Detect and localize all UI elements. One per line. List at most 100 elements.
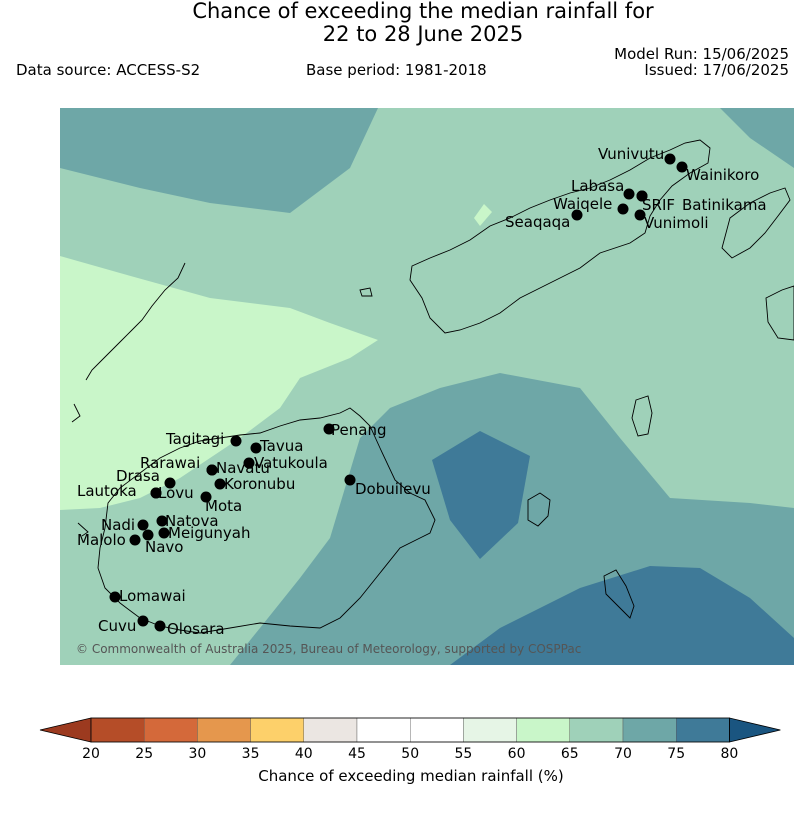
ovalau-coast	[527, 492, 551, 527]
colorbar-cell-7	[410, 717, 464, 743]
colorbar-tick-label: 55	[454, 746, 472, 762]
chart-title: Chance of exceeding the median rainfall …	[0, 0, 804, 46]
station-marker-tavua	[250, 442, 262, 454]
colorbar-tick-label: 20	[82, 746, 100, 762]
station-marker-meigunyah	[158, 527, 170, 539]
station-marker-navatu	[206, 464, 218, 476]
moala-coast	[765, 285, 794, 341]
station-label-seaqaqa: Seaqaqa	[505, 213, 570, 231]
station-marker-batinikama	[636, 190, 648, 202]
colorbar-tick-label: 40	[295, 746, 313, 762]
station-marker-navo	[142, 529, 154, 541]
station-marker-tagitagi	[230, 435, 242, 447]
station-label-vatukoula: Vatukoula	[254, 454, 328, 472]
colorbar-tick-label: 75	[667, 746, 685, 762]
issued-date: Issued: 17/06/2025	[644, 61, 789, 79]
colorbar-cell-10	[569, 717, 624, 743]
station-label-navo: Navo	[145, 538, 183, 556]
station-label-olosara: Olosara	[167, 620, 225, 638]
station-marker-lomawai	[109, 591, 121, 603]
station-label-cuvu: Cuvu	[98, 617, 136, 635]
colorbar-extend-high	[729, 717, 781, 743]
station-label-malolo: Malolo	[77, 531, 126, 549]
zone-75-80-south	[450, 566, 794, 665]
colorbar-tick-label: 45	[348, 746, 366, 762]
station-marker-lovu	[150, 487, 162, 499]
station-marker-vunivutu	[664, 153, 676, 165]
data-source: Data source: ACCESS-S2	[16, 61, 201, 79]
station-marker-penang	[323, 423, 335, 435]
station-label-labasa: Labasa	[571, 177, 624, 195]
viti-levu-coast	[97, 407, 436, 634]
station-label-lovu: Lovu	[158, 484, 194, 502]
colorbar: 20 25 30 35 40 45 50 55 60 65 70 75 80 Chance of exc…	[39, 717, 781, 785]
colorbar-cell-4	[250, 717, 305, 743]
colorbar-cell-2	[143, 717, 198, 743]
station-marker-malolo	[129, 534, 141, 546]
colorbar-cell-1	[90, 717, 145, 743]
taveuni-coast	[721, 187, 791, 259]
station-label-meigunyah: Meigunyah	[168, 524, 250, 542]
base-period: Base period: 1981-2018	[306, 61, 487, 79]
station-marker-nadi	[137, 519, 149, 531]
colorbar-cell-3	[197, 717, 251, 743]
station-label-dobuilevu: Dobuilevu	[355, 480, 431, 498]
gau-coast	[603, 569, 635, 619]
vanua-levu-coast	[409, 139, 711, 334]
stations: Vunivutu Wainikoro Labasa SRIF Batinikama Wai…	[77, 145, 767, 638]
zone-75-80	[432, 431, 530, 559]
station-label-lomawai: Lomawai	[119, 587, 186, 605]
colorbar-cells	[39, 717, 781, 743]
station-marker-vatukoula	[243, 457, 255, 469]
yasawa-coast	[85, 262, 186, 381]
koro-coast	[631, 395, 653, 437]
station-label-wainikoro: Wainikoro	[686, 166, 759, 184]
colorbar-extend-low	[39, 717, 92, 743]
colorbar-title: Chance of exceeding median rainfall (%)	[258, 767, 563, 785]
station-label-lautoka: Lautoka	[77, 482, 137, 500]
station-label-koronubu: Koronubu	[224, 475, 295, 493]
colorbar-tick-label: 60	[508, 746, 526, 762]
station-marker-wainikoro	[676, 161, 688, 173]
model-run: Model Run: 15/06/2025	[614, 45, 789, 63]
colorbar-cell-8	[463, 717, 517, 743]
title-line-2: 22 to 28 June 2025	[322, 22, 524, 46]
title-line-1: Chance of exceeding the median rainfall …	[192, 0, 654, 23]
beqa-coast	[359, 287, 373, 297]
station-marker-waiqele	[617, 203, 629, 215]
station-marker-dobuilevu	[344, 474, 356, 486]
station-label-drasa: Drasa	[116, 467, 160, 485]
station-label-nadi: Nadi	[101, 516, 135, 534]
station-marker-mota	[200, 491, 212, 503]
coastlines	[71, 139, 794, 634]
colorbar-tick-label: 80	[720, 746, 738, 762]
station-label-waiqele: Waiqele	[553, 195, 612, 213]
station-marker-drasa	[164, 477, 176, 489]
station-marker-cuvu	[137, 615, 149, 627]
copyright-notice: © Commonwealth of Australia 2025, Bureau…	[76, 642, 581, 656]
colorbar-outline	[90, 717, 730, 743]
station-marker-olosara	[154, 620, 166, 632]
zone-60-65-islet	[474, 204, 492, 226]
colorbar-cell-12	[676, 717, 730, 743]
station-label-batinikama: Batinikama	[682, 196, 767, 214]
station-label-mota: Mota	[205, 497, 242, 515]
colorbar-cell-9	[516, 717, 571, 743]
colorbar-cell-6	[356, 717, 411, 743]
rainfall-map: Vunivutu Wainikoro Labasa SRIF Batinikama Wai…	[60, 108, 794, 665]
station-label-tagitagi: Tagitagi	[165, 430, 224, 448]
station-label-navatu: Navatu	[216, 459, 270, 477]
station-marker-seaqaqa	[571, 209, 583, 221]
station-label-rarawai: Rarawai	[140, 454, 200, 472]
station-label-natova: Natova	[165, 512, 219, 530]
station-label-penang: Penang	[331, 421, 386, 439]
station-marker-labasa	[623, 188, 635, 200]
colorbar-tick-label: 30	[188, 746, 206, 762]
zone-60-65	[60, 256, 378, 510]
station-label-vunimoli: Vunimoli	[644, 214, 709, 232]
station-marker-koronubu	[214, 478, 226, 490]
station-marker-vunimoli	[634, 209, 646, 221]
colorbar-cell-11	[622, 717, 677, 743]
station-marker-natova	[156, 515, 168, 527]
colorbar-tick-label: 65	[561, 746, 579, 762]
